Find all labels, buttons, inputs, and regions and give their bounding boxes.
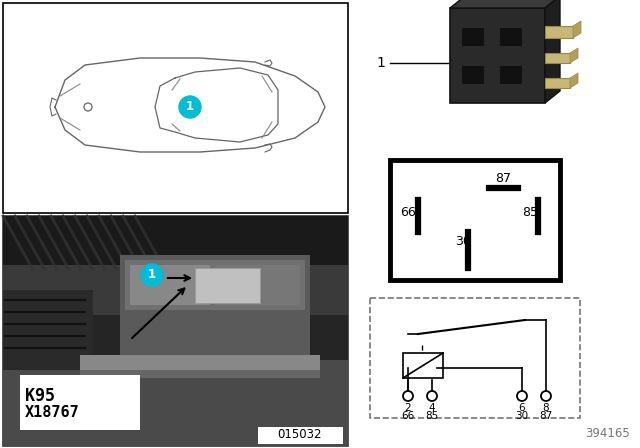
Text: 66: 66 xyxy=(401,411,415,421)
Bar xyxy=(3,265,348,315)
Text: 8: 8 xyxy=(543,403,549,413)
Bar xyxy=(370,298,580,418)
Text: 66: 66 xyxy=(400,206,416,219)
Bar xyxy=(120,255,310,355)
Bar xyxy=(500,66,522,84)
Text: 87: 87 xyxy=(540,411,552,421)
Bar xyxy=(125,260,305,310)
Bar xyxy=(545,78,570,88)
Circle shape xyxy=(427,391,437,401)
Bar xyxy=(3,3,348,213)
Text: 2: 2 xyxy=(404,403,412,413)
Text: 30: 30 xyxy=(455,235,471,248)
Circle shape xyxy=(141,264,163,286)
Circle shape xyxy=(84,103,92,111)
Bar xyxy=(20,375,140,430)
Bar xyxy=(403,353,443,378)
Text: 87: 87 xyxy=(495,172,511,185)
Bar xyxy=(450,8,545,103)
Bar xyxy=(500,28,522,46)
Text: 85: 85 xyxy=(426,411,438,421)
Bar xyxy=(3,216,348,446)
Bar xyxy=(545,26,573,38)
Polygon shape xyxy=(570,48,578,63)
Polygon shape xyxy=(450,0,560,8)
Bar xyxy=(130,265,210,305)
Bar xyxy=(390,160,560,280)
Bar xyxy=(215,265,300,305)
Text: 6: 6 xyxy=(518,403,525,413)
Polygon shape xyxy=(573,21,581,38)
Polygon shape xyxy=(570,73,578,88)
Bar xyxy=(3,216,348,446)
Bar xyxy=(3,216,348,271)
Bar xyxy=(80,355,320,370)
Bar xyxy=(3,360,348,446)
Text: 1: 1 xyxy=(376,56,385,70)
Text: 85: 85 xyxy=(522,206,538,219)
Bar xyxy=(80,370,320,378)
Polygon shape xyxy=(545,0,560,103)
Circle shape xyxy=(403,391,413,401)
Bar xyxy=(3,290,93,370)
Bar xyxy=(545,53,570,63)
Text: 30: 30 xyxy=(515,411,529,421)
Bar xyxy=(462,66,484,84)
Text: 1: 1 xyxy=(148,268,156,281)
Text: 394165: 394165 xyxy=(585,427,630,440)
Circle shape xyxy=(541,391,551,401)
Bar xyxy=(258,427,343,444)
Text: K95: K95 xyxy=(25,387,55,405)
Text: 1: 1 xyxy=(186,100,194,113)
Text: 4: 4 xyxy=(429,403,435,413)
Text: X18767: X18767 xyxy=(25,405,80,420)
Bar xyxy=(462,28,484,46)
Circle shape xyxy=(517,391,527,401)
Text: 015032: 015032 xyxy=(278,428,323,441)
Circle shape xyxy=(179,96,201,118)
Bar xyxy=(195,268,260,303)
